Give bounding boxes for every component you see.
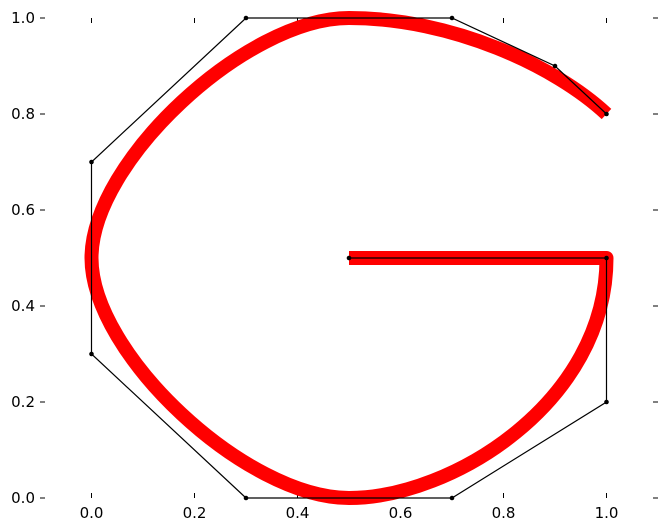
y-tick-label: 0.6 bbox=[11, 201, 35, 219]
control-point bbox=[346, 255, 352, 261]
spline-curve bbox=[84, 11, 614, 505]
control-point bbox=[449, 495, 455, 501]
control-point bbox=[89, 351, 94, 357]
control-point bbox=[449, 15, 455, 21]
control-point bbox=[604, 399, 609, 405]
y-tick-label: 0.8 bbox=[11, 105, 35, 123]
x-tick-label: 0.6 bbox=[389, 504, 413, 522]
y-tick-label: 1.0 bbox=[11, 9, 35, 27]
control-point bbox=[243, 495, 249, 501]
y-tick-label: 0.2 bbox=[11, 393, 35, 411]
control-point bbox=[552, 63, 558, 69]
x-tick-label: 0.8 bbox=[492, 504, 516, 522]
x-tick-label: 0.0 bbox=[80, 504, 104, 522]
x-tick-label: 0.2 bbox=[183, 504, 207, 522]
y-tick-label: 0.4 bbox=[11, 297, 35, 315]
control-point bbox=[89, 159, 94, 165]
control-point bbox=[604, 255, 609, 261]
x-tick-label: 0.4 bbox=[286, 504, 310, 522]
control-point bbox=[243, 15, 249, 21]
x-tick-label: 1.0 bbox=[595, 504, 619, 522]
control-point bbox=[604, 111, 609, 117]
y-tick-label: 0.0 bbox=[11, 489, 35, 507]
